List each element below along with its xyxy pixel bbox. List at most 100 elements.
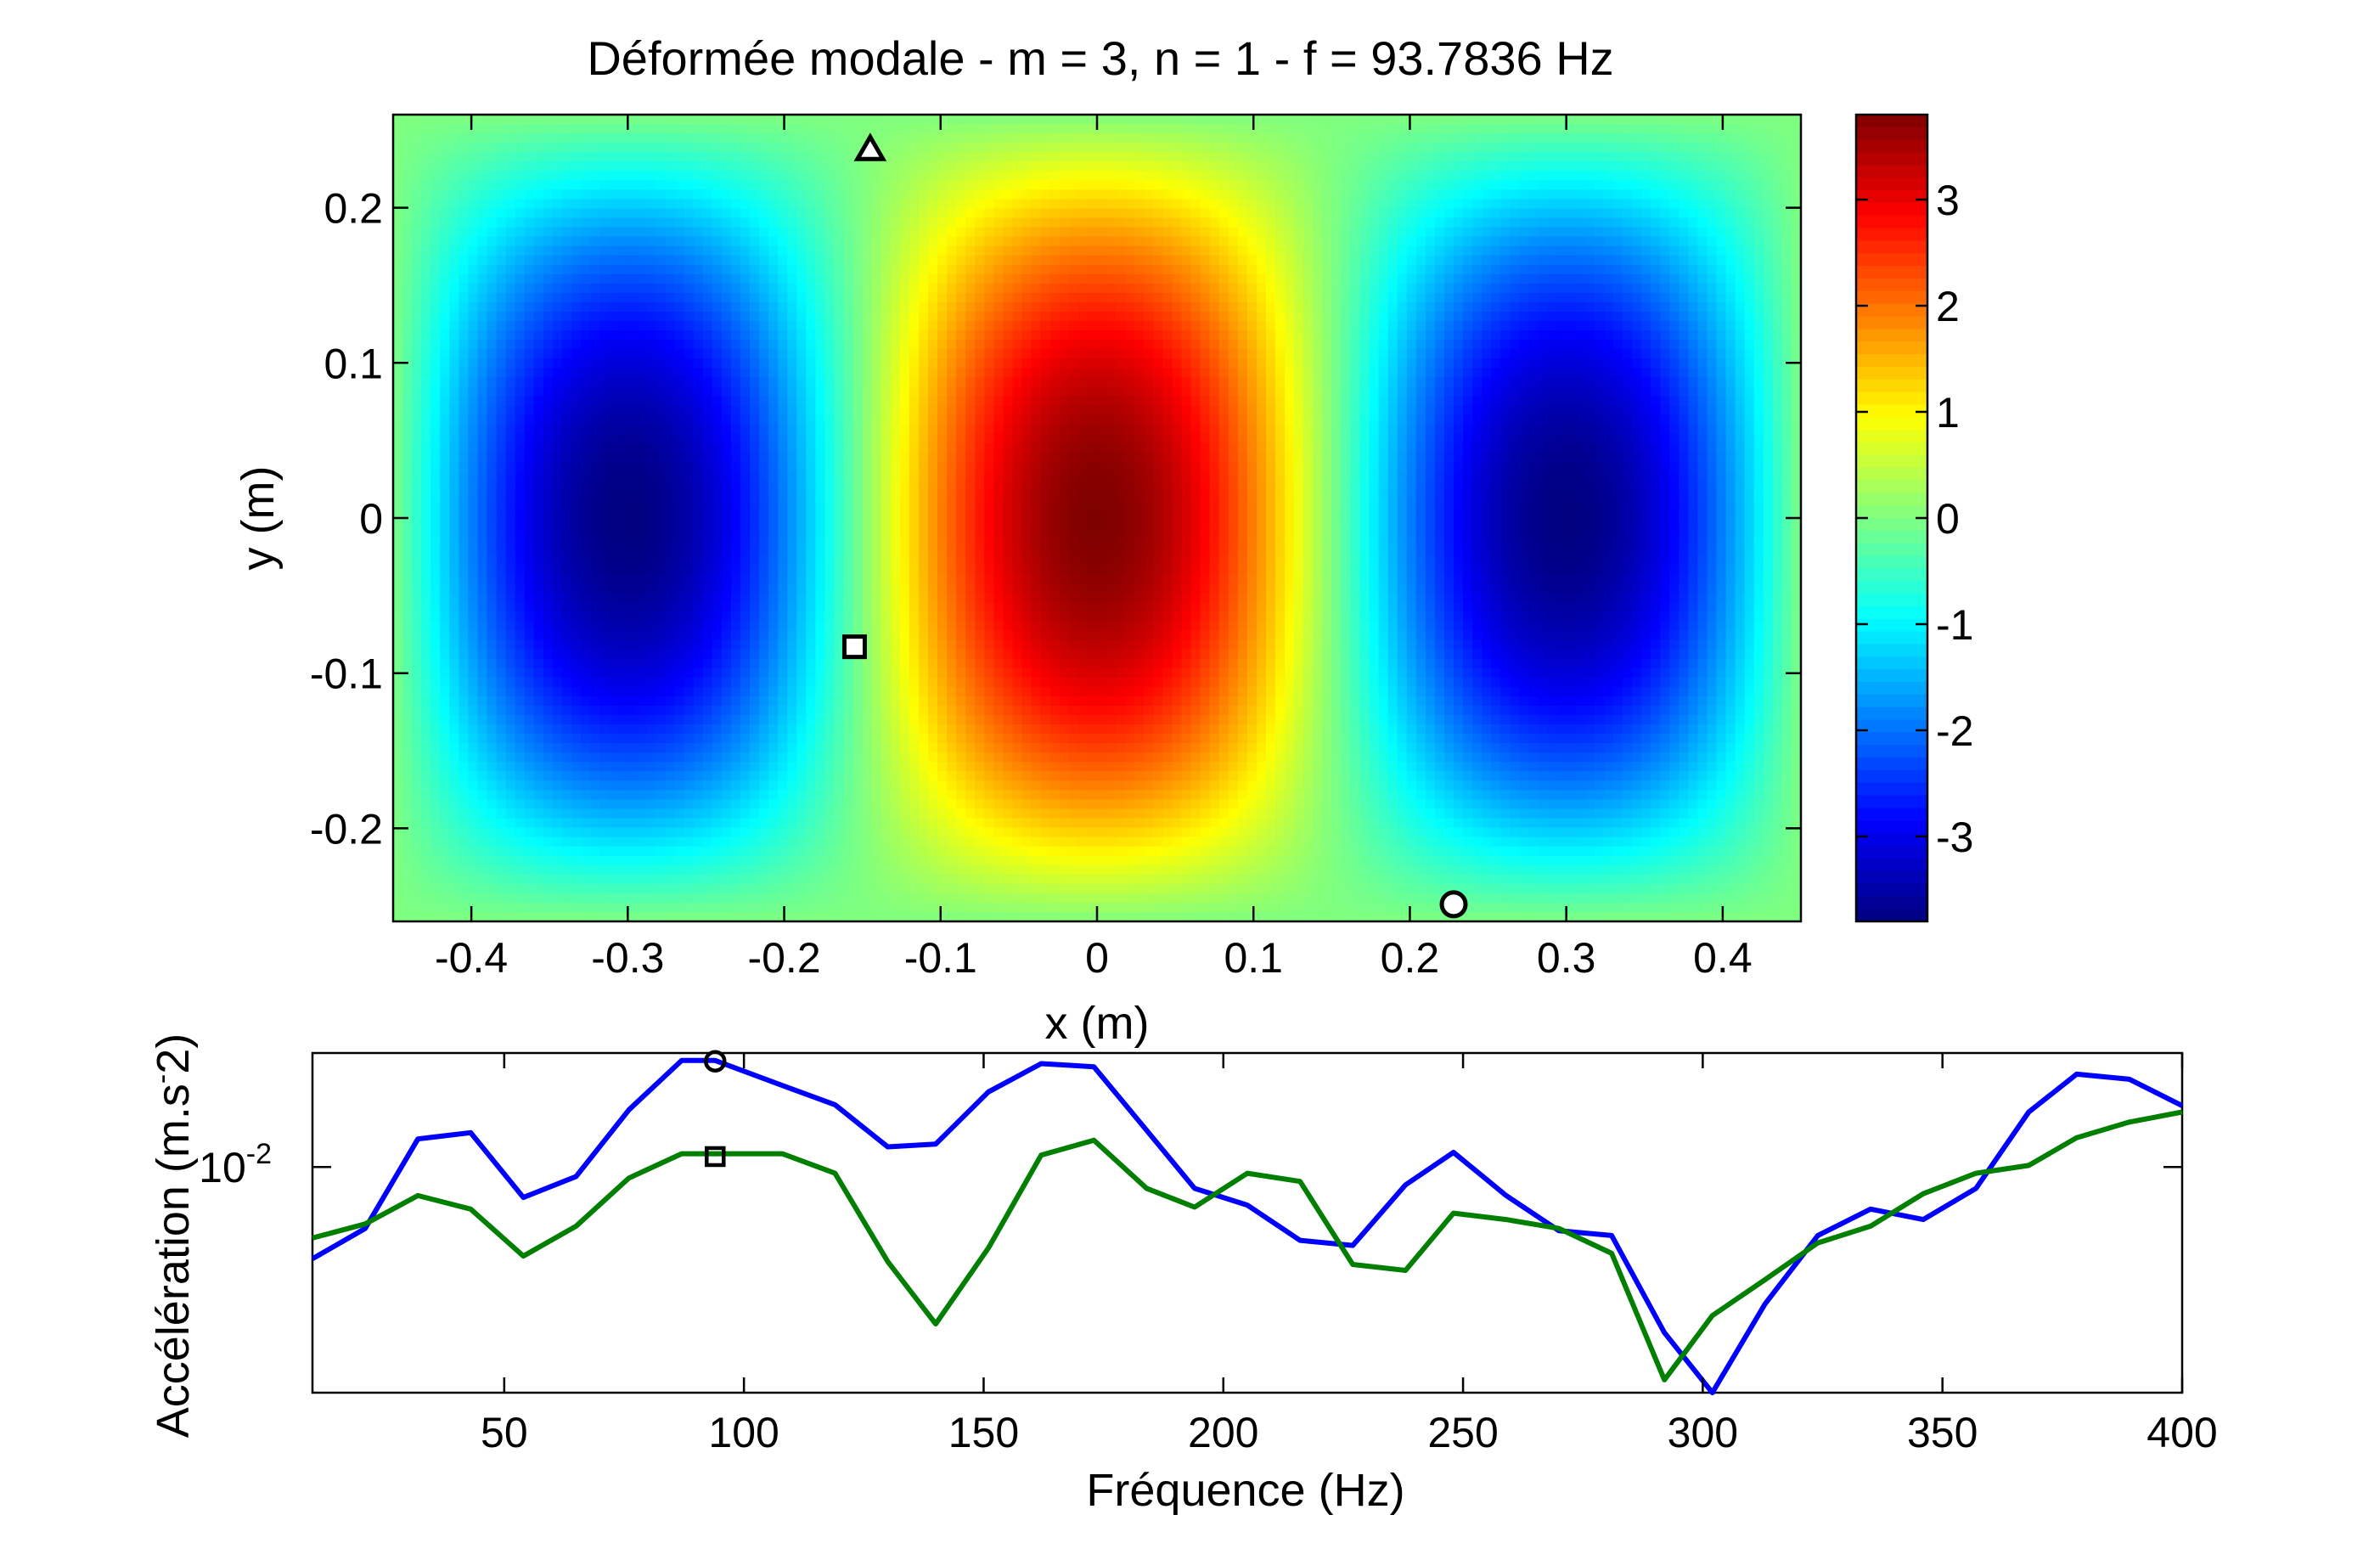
heatmap-cell: [937, 133, 948, 144]
heatmap-cell: [815, 349, 826, 359]
heatmap-cell: [552, 527, 563, 538]
heatmap-cell: [581, 442, 591, 453]
heatmap-plot: -0.4 -0.3 -0.2 -0.1 0 0.1 0.2 0.3 0.4 0.20.10-0.…: [310, 113, 1803, 982]
heatmap-cell: [909, 911, 920, 921]
heatmap-cell: [881, 273, 892, 284]
heatmap-cell: [787, 593, 797, 604]
heatmap-cell: [702, 705, 713, 716]
heatmap-cell: [590, 227, 600, 238]
heatmap-cell: [440, 799, 450, 810]
heatmap-cell: [430, 705, 441, 716]
heatmap-cell: [881, 883, 892, 894]
heatmap-cell: [730, 217, 741, 228]
heatmap-cell: [533, 790, 544, 800]
heatmap-cell: [571, 349, 582, 359]
heatmap-cell: [890, 452, 901, 463]
heatmap-cell: [571, 301, 582, 313]
heatmap-cell: [637, 855, 648, 866]
heatmap-cell: [543, 790, 554, 800]
heatmap-cell: [862, 527, 873, 538]
heatmap-cell: [561, 818, 572, 829]
heatmap-cell: [843, 874, 854, 885]
heatmap-cell: [402, 639, 413, 650]
heatmap-cell: [890, 893, 901, 904]
heatmap-cell: [909, 386, 920, 397]
heatmap-cell: [721, 152, 732, 162]
heatmap-cell: [440, 152, 450, 162]
heatmap-cell: [768, 790, 779, 800]
heatmap-cell: [393, 724, 403, 735]
heatmap-cell: [609, 855, 619, 866]
heatmap-cell: [890, 311, 901, 322]
heatmap-cell: [561, 555, 572, 566]
heatmap-cell: [759, 442, 769, 453]
heatmap-cell: [552, 377, 563, 387]
heatmap-cell: [609, 874, 619, 885]
heatmap-cell: [543, 480, 554, 491]
heatmap-cell: [533, 583, 544, 594]
heatmap-cell: [412, 649, 422, 660]
heatmap-cell: [459, 583, 470, 594]
heatmap-cell: [590, 893, 600, 904]
heatmap-cell: [552, 639, 563, 650]
heatmap-cell: [862, 171, 873, 181]
heatmap-cell: [750, 273, 760, 284]
heatmap-cell: [393, 611, 403, 622]
heatmap-cell: [721, 227, 732, 238]
heatmap-cell: [815, 714, 826, 725]
heatmap-cell: [552, 911, 563, 921]
heatmap-cell: [543, 414, 554, 425]
heatmap-cell: [552, 611, 563, 622]
heatmap-cell: [871, 442, 882, 453]
heatmap-cell: [693, 902, 704, 913]
heatmap-cell: [515, 405, 526, 416]
heatmap-cell: [862, 161, 873, 172]
heatmap-cell: [412, 818, 422, 829]
heatmap-cell: [421, 321, 431, 331]
heatmap-cell: [627, 734, 638, 744]
heatmap-cell: [543, 818, 554, 829]
heatmap-cell: [533, 386, 544, 397]
heatmap-cell: [505, 602, 516, 613]
heatmap-cell: [730, 311, 741, 322]
heatmap-cell: [468, 630, 479, 641]
heatmap-cell: [421, 695, 431, 707]
heatmap-cell: [843, 546, 854, 556]
heatmap-cell: [843, 245, 854, 256]
heatmap-cell: [524, 321, 535, 331]
heatmap-cell: [655, 883, 667, 894]
heatmap-cell: [637, 321, 648, 331]
heatmap-cell: [627, 208, 638, 219]
heatmap-cell: [834, 498, 845, 510]
heatmap-cell: [581, 508, 591, 519]
heatmap-cell: [543, 518, 554, 528]
heatmap-cell: [646, 152, 657, 162]
heatmap-cell: [487, 330, 498, 341]
heatmap-cell: [571, 208, 582, 219]
heatmap-cell: [627, 565, 638, 575]
heatmap-cell: [637, 565, 648, 575]
heatmap-cell: [890, 199, 901, 210]
heatmap-cell: [796, 537, 807, 547]
heatmap-cell: [750, 658, 760, 669]
heatmap-cell: [740, 396, 751, 407]
heatmap-cell: [909, 273, 920, 284]
heatmap-cell: [862, 546, 873, 556]
heatmap-cell: [665, 799, 676, 810]
heatmap-cell: [655, 349, 667, 359]
heatmap-cell: [421, 255, 431, 266]
heatmap-cell: [815, 133, 826, 144]
heatmap-cell: [730, 883, 741, 894]
heatmap-cell: [637, 133, 648, 144]
heatmap-cell: [843, 292, 854, 303]
heatmap-cell: [412, 152, 422, 162]
heatmap-cell: [684, 489, 695, 500]
heatmap-cell: [693, 452, 704, 463]
heatmap-cell: [393, 396, 403, 407]
heatmap-cell: [918, 583, 929, 594]
heatmap-cell: [571, 883, 582, 894]
heatmap-cell: [871, 677, 882, 688]
heatmap-cell: [871, 818, 882, 829]
heatmap-cell: [871, 555, 882, 566]
heatmap-cell: [421, 724, 431, 735]
